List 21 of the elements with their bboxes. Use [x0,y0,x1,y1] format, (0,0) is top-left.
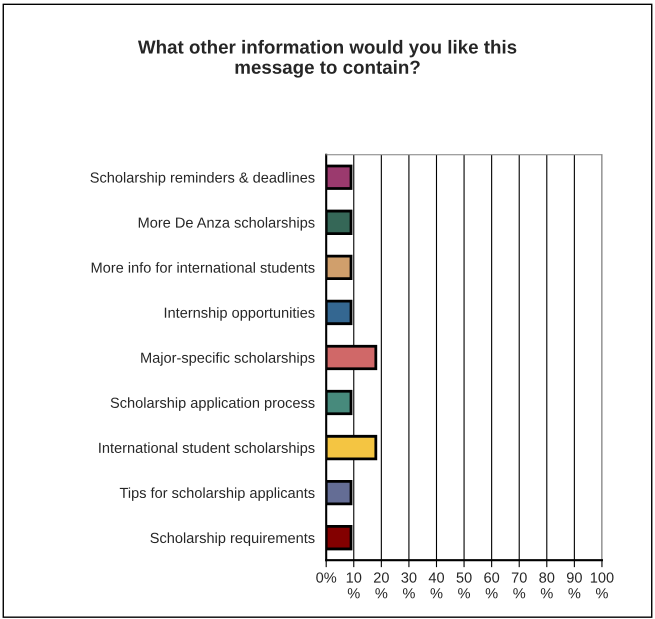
y-tick-label: More info for international students [92,262,315,273]
x-tick-label: 80 % [539,572,554,598]
x-tick-label: 0% [316,572,336,583]
x-tick-label: 100 % [590,572,614,598]
y-tick-label: Scholarship requirements [150,532,315,546]
y-tick-label: Scholarship application process [110,397,315,411]
x-tick-label: 10 % [346,572,362,598]
x-tick-label: 30 % [401,572,416,598]
x-tick-label: 90 % [566,572,582,598]
chart-title: What other information would you like this message to contain? [138,40,516,78]
x-tick-label: 50 % [456,572,472,598]
x-tick-label: 40 % [428,572,444,598]
x-tick-label: 20 % [374,572,389,598]
y-tick-label: More De Anza scholarships [138,217,315,231]
x-tick-label: 60 % [484,572,500,598]
y-tick-label: Major-specific scholarships [141,352,315,366]
x-tick-label: 70 % [512,572,527,598]
y-tick-label: Tips for scholarship applicants [120,487,315,501]
y-tick-label: International student scholarships [99,442,315,456]
y-tick-label: Scholarship reminders & deadlines [90,172,315,186]
y-tick-label: Internship opportunities [164,307,315,321]
